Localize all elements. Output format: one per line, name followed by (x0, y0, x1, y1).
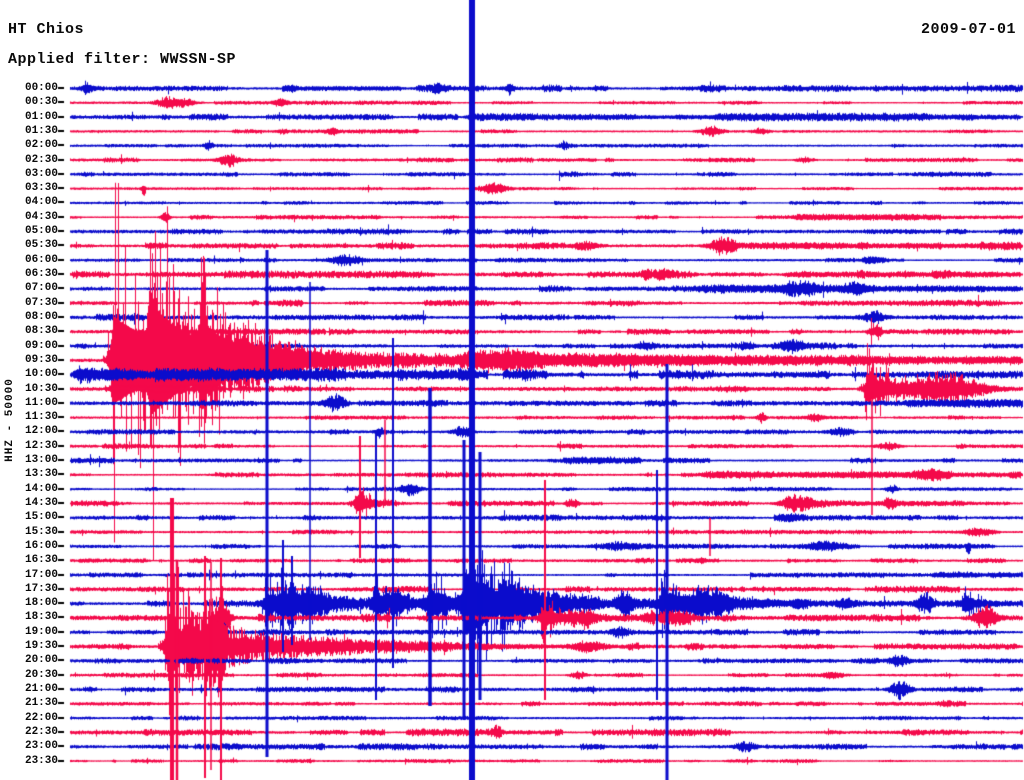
time-label: 18:30 (24, 611, 58, 624)
filter-label: Applied filter: WWSSN-SP (8, 51, 237, 68)
time-label: 17:00 (24, 568, 58, 581)
time-label: 01:00 (24, 110, 58, 123)
station-title: HT Chios (8, 21, 85, 38)
time-label: 09:00 (24, 339, 58, 352)
time-label: 10:00 (24, 368, 58, 381)
time-label: 07:00 (24, 282, 58, 295)
time-label: 06:30 (24, 268, 58, 281)
time-label: 05:30 (24, 239, 58, 252)
time-label: 10:30 (24, 382, 58, 395)
time-label: 15:00 (24, 511, 58, 524)
time-label: 08:00 (24, 310, 58, 323)
time-label: 08:30 (24, 325, 58, 338)
time-label: 05:00 (24, 225, 58, 238)
time-label: 12:30 (24, 439, 58, 452)
time-label: 14:00 (24, 482, 58, 495)
time-label: 03:00 (24, 167, 58, 180)
time-label: 19:30 (24, 640, 58, 653)
time-label: 23:00 (24, 740, 58, 753)
time-label: 09:30 (24, 353, 58, 366)
time-label: 20:00 (24, 654, 58, 667)
time-label: 07:30 (24, 296, 58, 309)
time-label: 13:30 (24, 468, 58, 481)
time-label: 15:30 (24, 525, 58, 538)
time-label: 11:30 (24, 411, 58, 424)
time-label: 18:00 (24, 597, 58, 610)
time-label: 00:30 (24, 96, 58, 109)
time-label: 02:30 (24, 153, 58, 166)
time-label: 20:30 (24, 668, 58, 681)
time-label: 21:00 (24, 683, 58, 696)
time-label: 03:30 (24, 182, 58, 195)
time-label: 01:30 (24, 124, 58, 137)
time-label: 04:00 (24, 196, 58, 209)
time-label: 16:30 (24, 554, 58, 567)
time-label: 17:30 (24, 582, 58, 595)
time-label: 00:00 (24, 82, 58, 94)
time-label: 06:00 (24, 253, 58, 266)
time-label: 21:30 (24, 697, 58, 710)
time-label: 11:00 (24, 396, 58, 409)
time-label: 12:00 (24, 425, 58, 438)
time-label: 13:00 (24, 454, 58, 467)
time-label: 14:30 (24, 496, 58, 509)
time-label: 23:30 (24, 754, 58, 767)
time-label: 19:00 (24, 625, 58, 638)
time-label: 16:00 (24, 539, 58, 552)
time-label: 22:00 (24, 711, 58, 724)
time-label: 04:30 (24, 210, 58, 223)
record-date: 2009-07-01 (920, 21, 1016, 38)
time-label: 02:00 (24, 139, 58, 152)
time-label: 22:30 (24, 725, 58, 738)
